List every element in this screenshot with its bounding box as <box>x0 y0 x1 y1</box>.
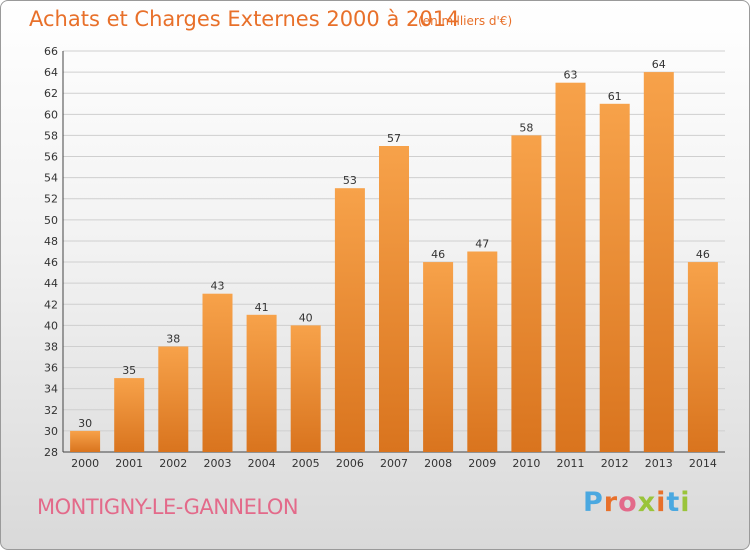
y-tick-label: 38 <box>44 340 58 353</box>
x-tick-label: 2010 <box>512 457 540 470</box>
y-tick-label: 30 <box>44 425 58 438</box>
data-label-2009: 47 <box>475 238 489 251</box>
bars <box>70 72 718 453</box>
proxiti-logo[interactable]: Proxiti <box>583 487 691 518</box>
bar-2004 <box>246 314 277 452</box>
x-tick-label: 2012 <box>601 457 629 470</box>
logo-letter: i <box>680 487 691 518</box>
logo-letter: o <box>618 487 638 518</box>
bar-2008 <box>423 262 454 452</box>
bar-2010 <box>511 135 542 452</box>
data-label-2014: 46 <box>696 248 710 261</box>
data-label-2006: 53 <box>343 174 357 187</box>
x-tick-label: 2002 <box>159 457 187 470</box>
x-tick-label: 2005 <box>292 457 320 470</box>
logo-letter: i <box>656 487 667 518</box>
bar-2014 <box>687 262 718 452</box>
bar-2001 <box>114 378 145 452</box>
y-tick-label: 34 <box>44 383 58 396</box>
y-tick-label: 32 <box>44 404 58 417</box>
y-tick-label: 46 <box>44 256 58 269</box>
bar-2009 <box>467 251 498 452</box>
data-label-2002: 38 <box>166 333 180 346</box>
x-tick-label: 2003 <box>204 457 232 470</box>
data-label-2012: 61 <box>608 90 622 103</box>
y-tick-label: 54 <box>44 172 58 185</box>
x-tick-label: 2004 <box>248 457 276 470</box>
x-tick-label: 2000 <box>71 457 99 470</box>
logo-letter: t <box>666 487 681 518</box>
bar-2012 <box>599 103 630 453</box>
y-tick-label: 62 <box>44 87 58 100</box>
y-tick-label: 56 <box>44 151 58 164</box>
bar-2000 <box>70 430 101 452</box>
y-tick-label: 36 <box>44 362 58 375</box>
y-tick-label: 60 <box>44 108 58 121</box>
data-label-2007: 57 <box>387 132 401 145</box>
data-label-2000: 30 <box>78 417 92 430</box>
y-tick-label: 44 <box>44 277 58 290</box>
y-tick-label: 48 <box>44 235 58 248</box>
data-label-2001: 35 <box>122 364 136 377</box>
labels: 28 30 32 34 36 38 40 42 44 46 48 50 52 54 56 58 60 62 64 66… <box>44 45 717 470</box>
chart-title: Achats et Charges Externes 2000 à 2014 <box>29 7 460 31</box>
bar-2002 <box>158 346 189 452</box>
data-label-2005: 40 <box>299 311 313 324</box>
y-tick-label: 40 <box>44 319 58 332</box>
x-tick-label: 2014 <box>689 457 717 470</box>
x-tick-label: 2008 <box>424 457 452 470</box>
city-name: MONTIGNY-LE-GANNELON <box>37 495 299 519</box>
bar-2005 <box>290 325 321 452</box>
x-tick-label: 2001 <box>115 457 143 470</box>
data-label-2004: 41 <box>255 301 269 314</box>
bar-2007 <box>379 146 409 452</box>
y-tick-label: 42 <box>44 298 58 311</box>
data-label-2013: 64 <box>652 58 666 71</box>
logo-letter: P <box>583 487 604 518</box>
x-tick-label: 2009 <box>468 457 496 470</box>
bar-2011 <box>555 82 586 452</box>
bar-2006 <box>334 188 365 452</box>
y-tick-label: 52 <box>44 193 58 206</box>
data-label-2011: 63 <box>564 69 578 82</box>
x-tick-label: 2011 <box>557 457 585 470</box>
bar-2013 <box>643 72 674 452</box>
x-tick-label: 2013 <box>645 457 673 470</box>
y-tick-label: 28 <box>44 446 58 459</box>
y-tick-label: 50 <box>44 214 58 227</box>
x-tick-label: 2007 <box>380 457 408 470</box>
data-label-2010: 58 <box>519 121 533 134</box>
x-tick-label: 2006 <box>336 457 364 470</box>
chart-subtitle: (en milliers d'€) <box>418 14 513 28</box>
logo-letter: x <box>637 487 657 518</box>
y-tick-label: 66 <box>44 45 58 58</box>
data-label-2008: 46 <box>431 248 445 261</box>
bar-2003 <box>202 293 233 452</box>
logo-letter: r <box>603 487 619 518</box>
y-tick-label: 58 <box>44 129 58 142</box>
data-label-2003: 43 <box>211 280 225 293</box>
y-tick-label: 64 <box>44 66 58 79</box>
